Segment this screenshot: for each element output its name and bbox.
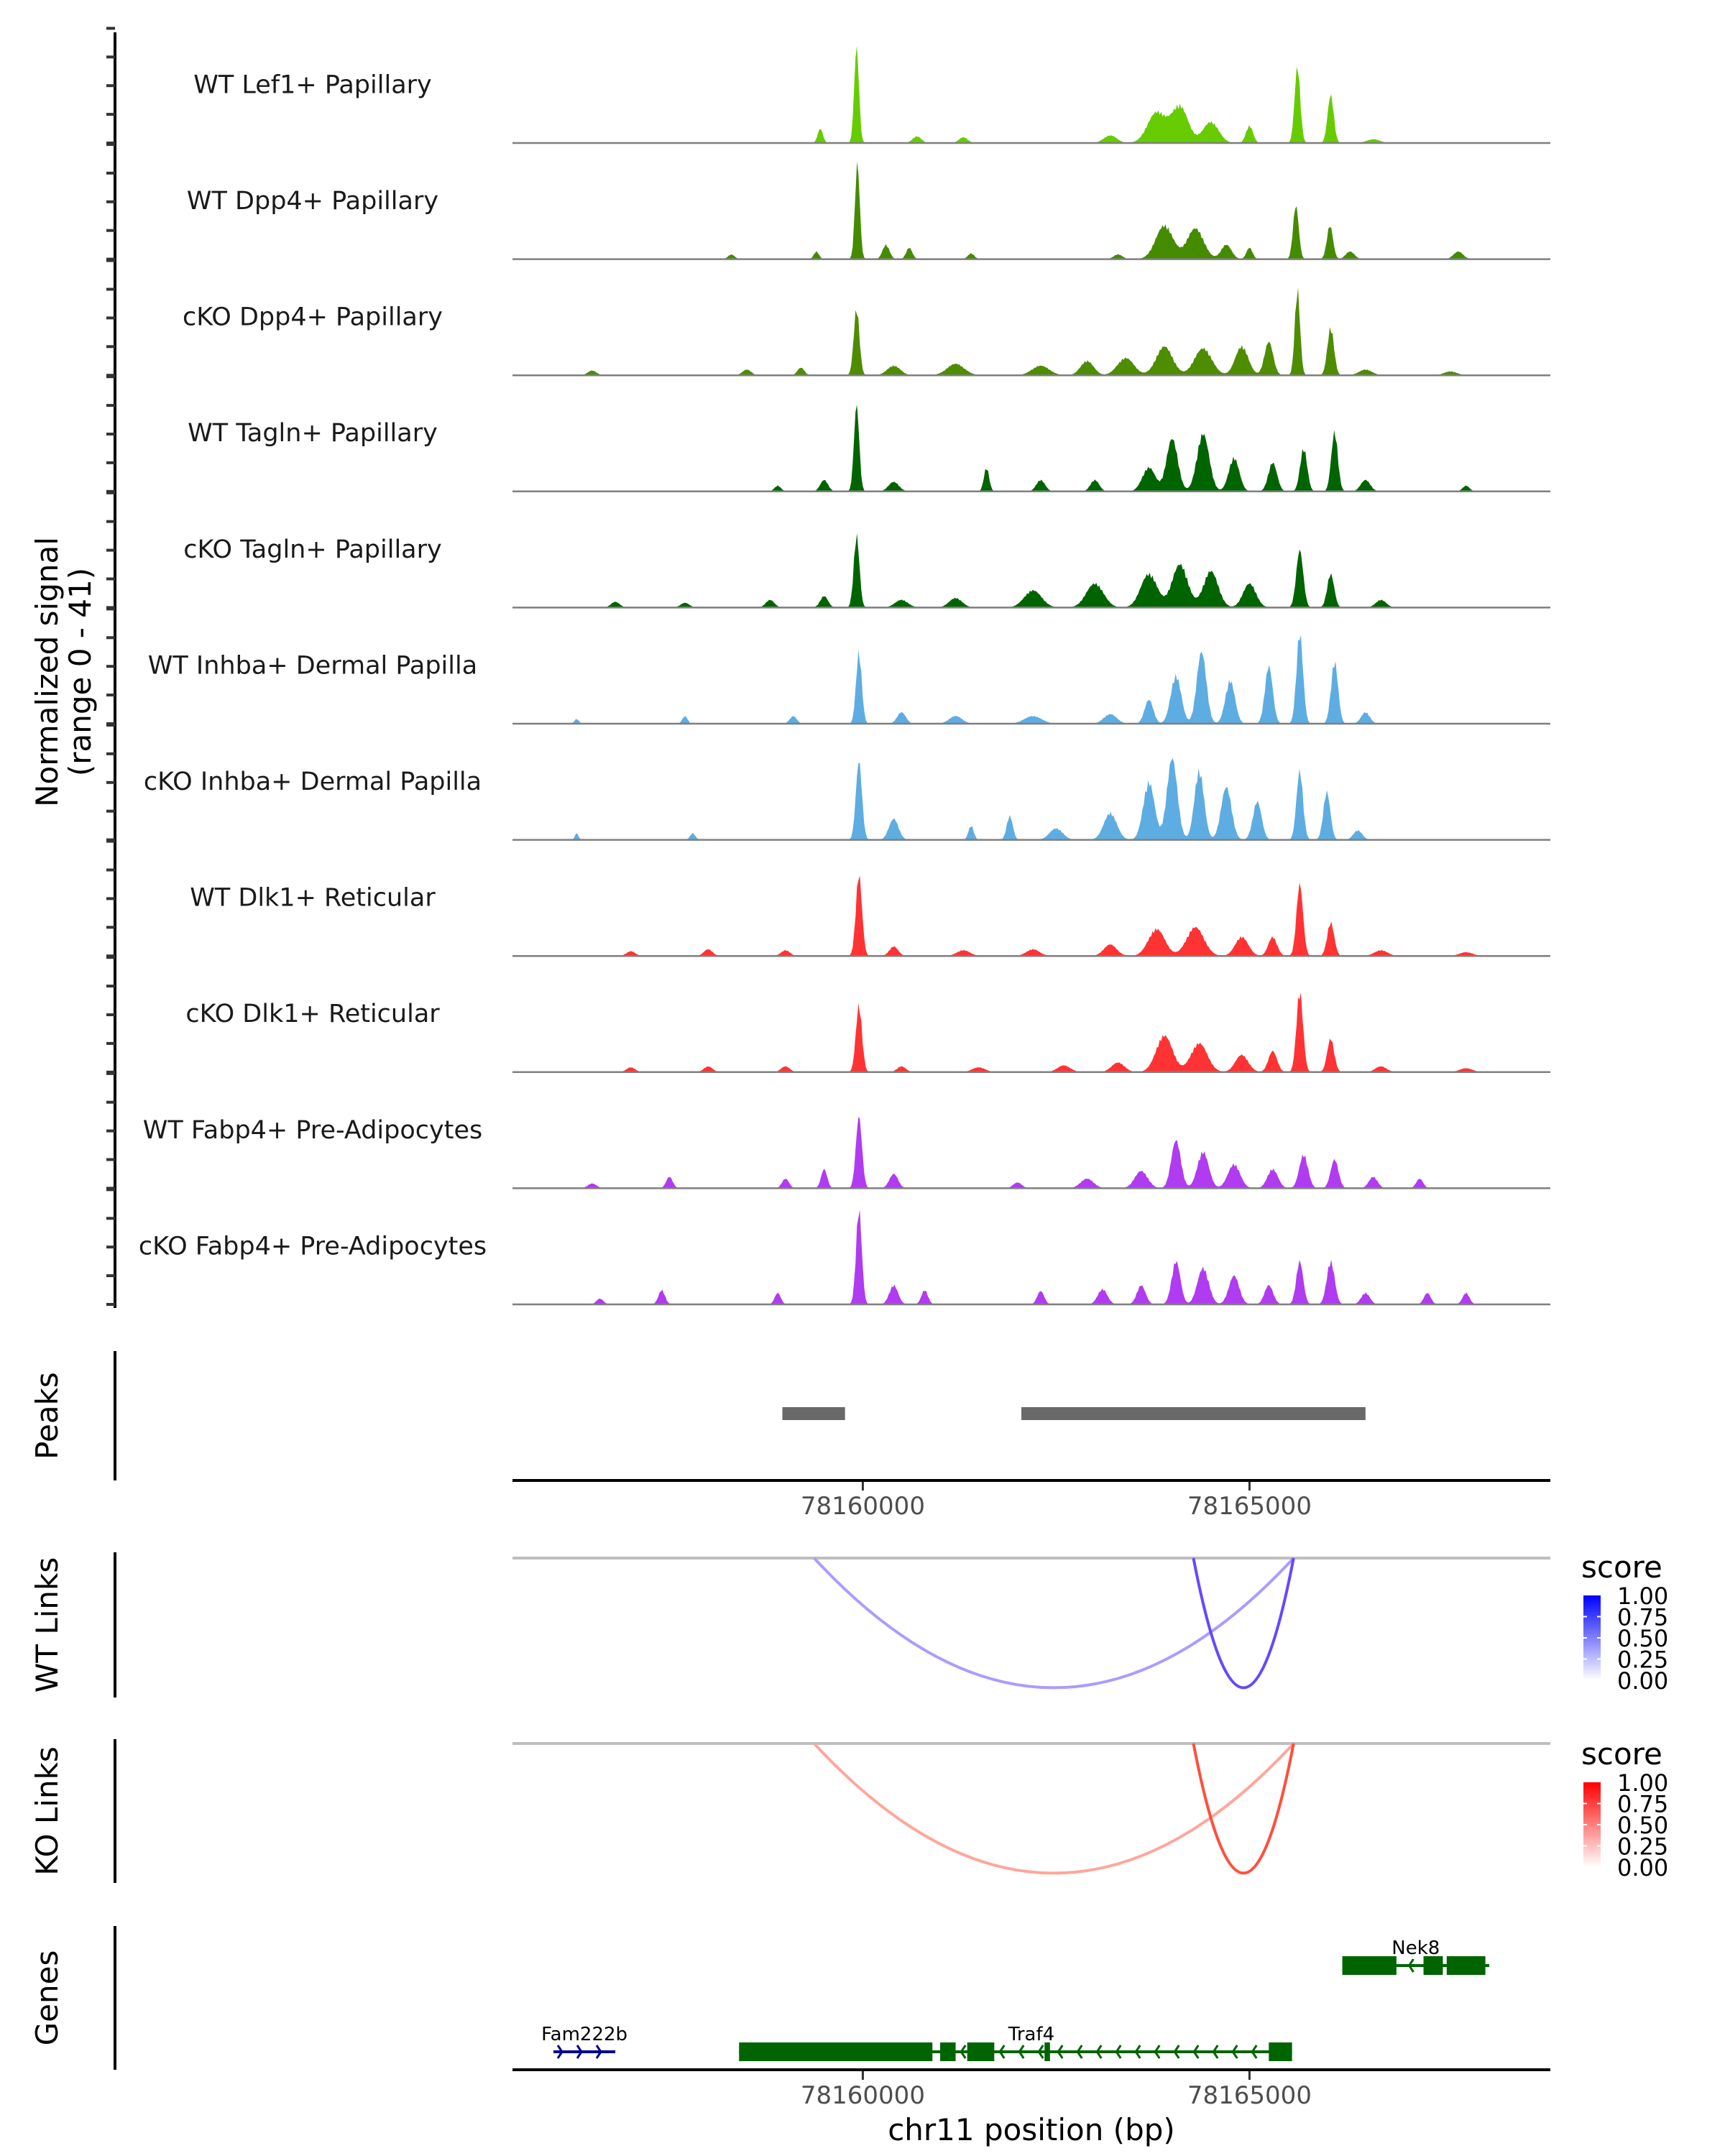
legend-tick-label: 1.00 [1617, 1583, 1668, 1610]
x-tick-label: 78165000 [1187, 1492, 1312, 1521]
track-label: WT Dpp4+ Papillary [187, 187, 438, 216]
strand-arrow [960, 2045, 967, 2059]
signal-area [512, 45, 1550, 143]
y-axis-title-line2: (range 0 - 41) [63, 568, 98, 776]
genes-panel-title: Genes [29, 1950, 65, 2046]
signal-area [512, 533, 1550, 608]
strand-arrow [1173, 2045, 1180, 2059]
legend-tick-label: 0.25 [1617, 1646, 1668, 1674]
track-label: WT Lef1+ Papillary [193, 70, 432, 99]
legend-tick-label: 0.50 [1617, 1625, 1668, 1652]
peak-range [1021, 1407, 1366, 1420]
x-axis-title: chr11 position (bp) [888, 2112, 1175, 2147]
signal-area [512, 875, 1550, 957]
strand-arrow [556, 2045, 564, 2059]
legend-tick-label: 1.00 [1617, 1769, 1668, 1797]
signal-area [512, 161, 1550, 259]
strand-arrow [1192, 2045, 1200, 2059]
track-label: WT Fabp4+ Pre-Adipocytes [143, 1116, 482, 1145]
gene-label: Fam222b [541, 2024, 627, 2045]
track-label: cKO Fabp4+ Pre-Adipocytes [139, 1232, 487, 1261]
gene-exon [940, 2042, 956, 2061]
signal-area [512, 1117, 1550, 1189]
track-label: cKO Tagln+ Papillary [183, 535, 442, 564]
gene-exon [1269, 2042, 1292, 2061]
strand-arrow [998, 2045, 1006, 2059]
strand-arrow [1407, 1958, 1414, 1973]
legend-tick-label: 0.50 [1617, 1812, 1668, 1839]
legend-tick-label: 0.00 [1617, 1667, 1668, 1695]
track-label: cKO Dlk1+ Reticular [185, 1000, 440, 1028]
x-tick-label: 78160000 [801, 2081, 925, 2110]
legend-tick-label: 0.75 [1617, 1791, 1668, 1818]
gene-label: Traf4 [1008, 2024, 1054, 2045]
link-arc [813, 1557, 1295, 1690]
strand-arrow [1018, 2045, 1025, 2059]
gene-exon [1423, 1956, 1443, 1975]
coverage-tracks: WT Lef1+ Papillary WT Dpp4+ Papillary cKO … [106, 27, 1550, 1308]
signal-area [512, 1210, 1550, 1304]
signal-area [512, 992, 1550, 1072]
strand-arrow [595, 2045, 602, 2059]
strand-arrow [1212, 2045, 1219, 2059]
genes-panel: Genes Fam222b Traf4 Nek8 78160000 78165000 [29, 1926, 1550, 2110]
track-label: WT Dlk1+ Reticular [190, 884, 436, 913]
peaks-panel-title: Peaks [29, 1372, 65, 1460]
legend-title: score [1581, 1736, 1662, 1772]
signal-area [512, 758, 1550, 840]
track-label: WT Inhba+ Dermal Papilla [148, 651, 477, 680]
signal-area [512, 287, 1550, 376]
link-arc [813, 1742, 1295, 1875]
strand-arrow [576, 2045, 583, 2059]
strand-arrow [1115, 2045, 1122, 2059]
links-panel-title: WT Links [29, 1557, 65, 1692]
gene-label: Nek8 [1392, 1938, 1440, 1959]
track-label: WT Tagln+ Papillary [188, 419, 438, 448]
legend-title: score [1581, 1549, 1662, 1585]
link-arc [1192, 1557, 1295, 1690]
signal-area [512, 405, 1550, 492]
peaks-panel: Peaks 78160000 78165000 [29, 1351, 1550, 1521]
strand-arrow [1231, 2045, 1238, 2059]
legend-tick-label: 0.75 [1617, 1604, 1668, 1631]
gene-exon [1446, 1956, 1486, 1975]
strand-arrow [1251, 2045, 1258, 2059]
gene-exon [967, 2042, 995, 2061]
y-axis-title-line1: Normalized signal [29, 537, 65, 807]
track-label: cKO Dpp4+ Papillary [183, 303, 443, 332]
signal-area [512, 635, 1550, 724]
links-panel-title: KO Links [29, 1746, 65, 1876]
peak-range [782, 1407, 845, 1420]
y-axis-title: Normalized signal (range 0 - 41) [29, 537, 98, 807]
gene-exon [1044, 2042, 1050, 2061]
gene-exon [739, 2042, 933, 2061]
legend-tick-label: 0.00 [1617, 1854, 1668, 1881]
gene-exon [1342, 1956, 1397, 1975]
strand-arrow [1095, 2045, 1103, 2059]
track-label: cKO Inhba+ Dermal Papilla [144, 768, 482, 796]
x-tick-label: 78165000 [1187, 2081, 1312, 2110]
strand-arrow [1154, 2045, 1161, 2059]
strand-arrow [1057, 2045, 1064, 2059]
strand-arrow [1037, 2045, 1044, 2059]
link-arc [1192, 1743, 1295, 1875]
strand-arrow [1076, 2045, 1083, 2059]
strand-arrow [1134, 2045, 1141, 2059]
x-tick-label: 78160000 [801, 1492, 925, 1521]
legend-tick-label: 0.25 [1617, 1833, 1668, 1861]
